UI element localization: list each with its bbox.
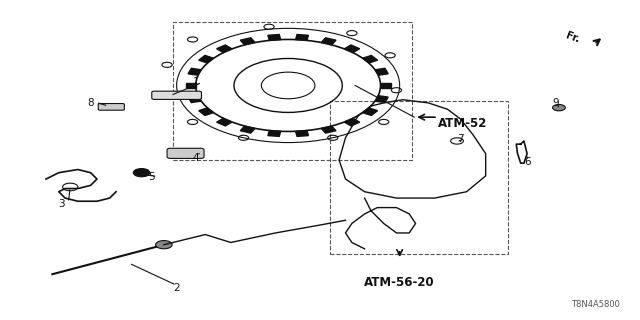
Text: 4: 4 bbox=[193, 153, 199, 164]
Polygon shape bbox=[268, 35, 281, 40]
Polygon shape bbox=[363, 108, 378, 116]
Polygon shape bbox=[375, 68, 388, 75]
Text: Fr.: Fr. bbox=[564, 31, 581, 45]
Polygon shape bbox=[344, 118, 360, 126]
Text: 8: 8 bbox=[87, 98, 94, 108]
Polygon shape bbox=[240, 38, 255, 45]
Polygon shape bbox=[199, 55, 214, 63]
Bar bbox=[173, 22, 412, 160]
Polygon shape bbox=[321, 126, 336, 133]
Bar bbox=[330, 101, 508, 253]
Polygon shape bbox=[381, 83, 391, 88]
Text: T8N4A5800: T8N4A5800 bbox=[571, 300, 620, 309]
Polygon shape bbox=[188, 68, 201, 75]
FancyBboxPatch shape bbox=[152, 91, 202, 100]
Text: ATM-52: ATM-52 bbox=[438, 117, 487, 130]
Polygon shape bbox=[216, 45, 232, 52]
Polygon shape bbox=[296, 35, 308, 40]
Polygon shape bbox=[199, 108, 214, 116]
FancyBboxPatch shape bbox=[167, 148, 204, 158]
Polygon shape bbox=[375, 96, 388, 103]
Polygon shape bbox=[296, 131, 308, 136]
Text: 5: 5 bbox=[148, 172, 154, 182]
Circle shape bbox=[552, 105, 565, 111]
Text: 1: 1 bbox=[193, 77, 199, 87]
Circle shape bbox=[133, 169, 150, 177]
Polygon shape bbox=[321, 38, 336, 45]
Polygon shape bbox=[268, 131, 281, 136]
Polygon shape bbox=[240, 126, 255, 133]
Text: 9: 9 bbox=[552, 98, 559, 108]
Text: ATM-56-20: ATM-56-20 bbox=[364, 276, 435, 289]
Polygon shape bbox=[188, 96, 201, 103]
Polygon shape bbox=[363, 55, 378, 63]
FancyBboxPatch shape bbox=[99, 104, 124, 110]
Text: 6: 6 bbox=[524, 156, 531, 167]
Polygon shape bbox=[216, 118, 232, 126]
Text: 7: 7 bbox=[457, 134, 463, 144]
Polygon shape bbox=[186, 83, 196, 88]
Circle shape bbox=[156, 241, 172, 249]
Polygon shape bbox=[344, 45, 360, 52]
Text: 2: 2 bbox=[173, 284, 180, 293]
Text: 3: 3 bbox=[59, 199, 65, 209]
